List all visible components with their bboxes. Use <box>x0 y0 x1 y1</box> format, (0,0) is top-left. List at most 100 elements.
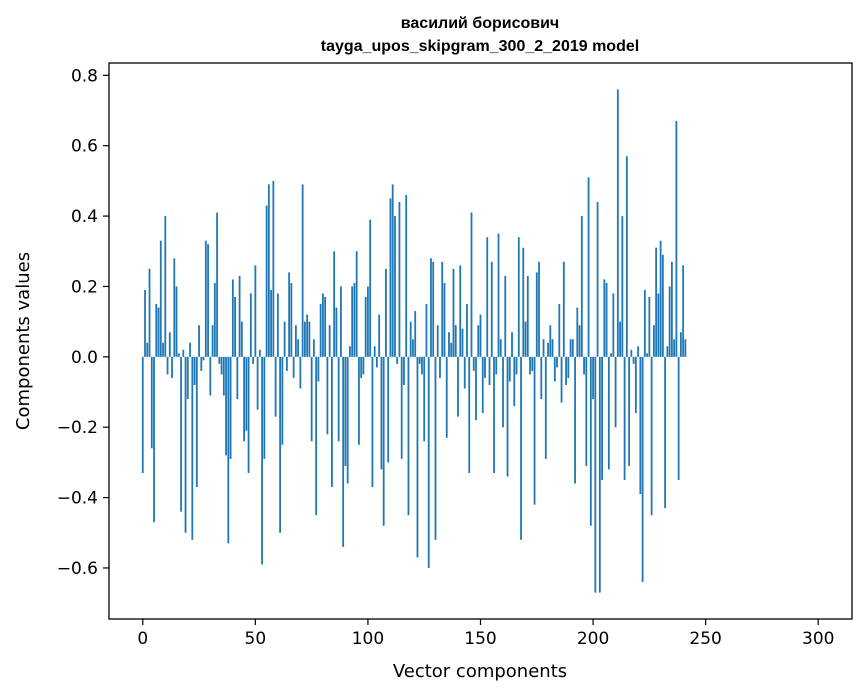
bar-160 <box>502 356 504 428</box>
bar-156 <box>493 356 495 473</box>
bar-29 <box>207 244 209 357</box>
x-tick-label: 0 <box>137 629 148 649</box>
bar-107 <box>382 356 385 526</box>
y-tick-label: −0.2 <box>57 418 98 438</box>
bar-30 <box>209 356 212 396</box>
y-tick-label: 0.8 <box>71 66 98 86</box>
bar-115 <box>400 356 403 459</box>
bar-91 <box>346 356 349 484</box>
bar-232 <box>664 356 667 509</box>
bar-136 <box>448 332 450 357</box>
bar-157 <box>495 356 498 375</box>
bar-131 <box>436 325 439 357</box>
bar-56 <box>267 184 270 357</box>
bar-39 <box>229 356 232 459</box>
bar-40 <box>231 279 234 357</box>
bar-152 <box>484 356 486 378</box>
bar-122 <box>416 356 419 558</box>
bar-86 <box>335 307 338 357</box>
bar-67 <box>292 356 295 378</box>
bar-47 <box>247 356 250 473</box>
bar-186 <box>560 356 563 403</box>
bar-195 <box>580 216 583 357</box>
bar-79 <box>319 304 322 357</box>
bar-19 <box>184 356 187 533</box>
bar-154 <box>488 356 491 385</box>
bar-214 <box>623 356 626 480</box>
chart-title-line-2: tayga_upos_skipgram_300_2_2019 model <box>321 38 639 55</box>
bar-21 <box>189 342 191 357</box>
bar-199 <box>589 356 592 526</box>
bar-54 <box>263 356 266 459</box>
bar-181 <box>549 325 552 357</box>
bar-173 <box>531 356 534 371</box>
bar-240 <box>682 265 685 357</box>
bar-4 <box>150 356 153 449</box>
bar-212 <box>619 321 621 357</box>
bar-227 <box>652 325 655 357</box>
bar-201 <box>594 356 597 593</box>
bar-204 <box>601 356 603 480</box>
bar-174 <box>533 356 536 505</box>
bar-48 <box>249 293 252 357</box>
bar-228 <box>655 247 658 357</box>
bar-2 <box>146 342 149 357</box>
bar-97 <box>360 356 363 378</box>
y-axis-label: Components values <box>13 252 34 430</box>
bar-187 <box>562 261 565 357</box>
bar-165 <box>513 356 516 407</box>
bar-169 <box>522 247 525 357</box>
bar-111 <box>391 184 394 357</box>
bar-64 <box>285 356 288 371</box>
plot-area-frame <box>108 62 853 620</box>
bar-28 <box>204 240 207 357</box>
x-tick-label: 250 <box>689 629 721 649</box>
bar-132 <box>439 356 441 378</box>
bar-203 <box>598 356 601 593</box>
bar-110 <box>389 198 392 357</box>
bar-231 <box>661 254 664 357</box>
bar-139 <box>454 325 457 357</box>
bar-25 <box>198 325 200 357</box>
bar-220 <box>637 346 640 357</box>
bar-46 <box>245 356 248 431</box>
bar-168 <box>520 356 522 540</box>
bar-68 <box>294 325 297 357</box>
bar-237 <box>675 121 678 357</box>
bar-73 <box>306 314 309 357</box>
bar-129 <box>432 261 435 357</box>
x-tick-label: 200 <box>577 629 609 649</box>
bar-146 <box>470 212 473 357</box>
bar-85 <box>333 251 336 357</box>
bar-17 <box>180 356 182 512</box>
bar-124 <box>421 356 423 375</box>
bar-69 <box>297 339 300 357</box>
bar-198 <box>587 177 590 357</box>
bar-103 <box>373 346 376 357</box>
x-axis-ticks: 0 50 100 150 200 250 300 <box>137 619 834 649</box>
bar-145 <box>468 356 471 473</box>
bar-147 <box>472 356 475 371</box>
bar-57 <box>270 289 273 357</box>
bar-133 <box>441 261 444 357</box>
bar-241 <box>684 339 687 357</box>
bar-50 <box>254 265 257 357</box>
bar-101 <box>369 219 372 357</box>
bar-196 <box>583 356 585 375</box>
bar-197 <box>585 356 588 466</box>
bar-202 <box>596 202 599 357</box>
bar-166 <box>515 356 518 375</box>
bar-53 <box>261 356 263 565</box>
bar-3 <box>148 268 151 357</box>
bar-233 <box>666 346 669 357</box>
bar-185 <box>558 304 561 357</box>
bar-20 <box>186 356 189 400</box>
bar-70 <box>299 356 302 389</box>
bar-226 <box>650 356 653 516</box>
bar-184 <box>556 356 558 368</box>
bar-150 <box>479 314 482 357</box>
bar-65 <box>288 272 291 357</box>
bar-6 <box>155 304 158 357</box>
bar-229 <box>657 293 660 357</box>
bar-60 <box>276 293 279 357</box>
